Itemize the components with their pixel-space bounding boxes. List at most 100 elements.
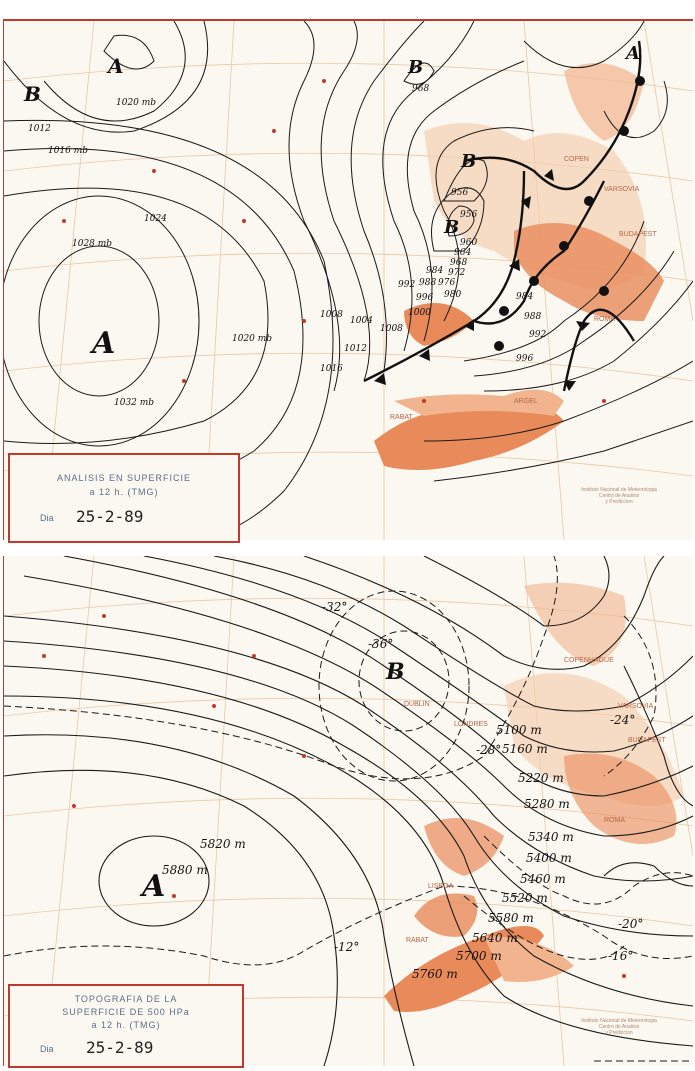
isobar-label: 1016 mb <box>48 146 88 156</box>
isobar-label: 984 <box>426 266 443 276</box>
city-label: DUBLIN <box>404 701 430 708</box>
contour-label: 5580 m <box>488 911 534 925</box>
caption-date: 25-2-89 <box>86 1038 154 1057</box>
isobar-label: 964 <box>454 248 471 258</box>
isobar-label: 996 <box>516 354 533 364</box>
isobar-label: 996 <box>416 293 433 303</box>
isobar-label: 1008 <box>380 324 403 334</box>
isobar-label: 956 <box>460 210 477 220</box>
isobar-label: 1020 mb <box>232 334 272 344</box>
city-label: LISBOA <box>428 883 454 890</box>
caption-dia-label: Dia <box>40 513 54 523</box>
city-label: ARGEL <box>514 398 538 405</box>
isobar-label: 1020 mb <box>116 98 156 108</box>
isobar-label: 968 <box>450 258 467 268</box>
caption-time: a 12 h. (TMG) <box>89 487 159 497</box>
isobar-label: 968 <box>412 84 429 94</box>
low-pressure-center: B <box>443 217 459 238</box>
city-label: COPEN <box>564 156 589 163</box>
isobar-label: 984 <box>516 292 533 302</box>
low-pressure-center: B <box>385 659 405 685</box>
city-label: RABAT <box>390 414 414 421</box>
isobar-label: 992 <box>398 280 415 290</box>
caption-title: TOPOGRAFIA DE LA <box>74 994 178 1004</box>
fronts <box>363 40 642 392</box>
city-label: ROMA <box>594 316 615 323</box>
isobar-label: 1012 <box>344 344 367 354</box>
isobar-label: 1008 <box>320 310 343 320</box>
upper-air-caption: TOPOGRAFIA DE LA SUPERFICIE DE 500 HPa a… <box>8 984 244 1068</box>
isobar-label: 988 <box>419 278 436 288</box>
contour-label: 5160 m <box>502 742 548 756</box>
contour-label: 5340 m <box>528 830 574 844</box>
isobar-label: 1032 mb <box>114 398 154 408</box>
land-masses <box>384 582 684 1012</box>
surface-analysis-chart: B A B B B A A 1020 mb 1012 1016 mb 1024 … <box>3 19 693 543</box>
caption-title: SUPERFICIE DE 500 HPa <box>62 1007 190 1017</box>
isobar-label: 972 <box>448 268 465 278</box>
contour-label: 5280 m <box>524 797 570 811</box>
front-symbols <box>374 76 645 391</box>
isobar-label: 1016 <box>320 364 343 374</box>
isotherm-label: -28° <box>476 743 501 757</box>
low-pressure-center: B <box>460 151 476 172</box>
high-pressure-center: A <box>89 326 115 361</box>
contour-label: 5400 m <box>526 851 572 865</box>
caption-time: a 12 h. (TMG) <box>91 1020 161 1030</box>
credit-line: Instituto Nacional de Meteorologia <box>581 487 657 493</box>
contour-label: 5760 m <box>412 967 458 981</box>
caption-date: 25-2-89 <box>76 507 144 526</box>
isotherm-label: -20° <box>618 917 643 931</box>
credit-line: Instituto Nacional de Meteorologia <box>581 1018 657 1024</box>
city-label: BUDAPEST <box>619 231 657 238</box>
isotherm-label: -36° <box>368 637 393 651</box>
low-pressure-center: B <box>23 82 41 106</box>
isobar-label: 956 <box>451 188 468 198</box>
credit-line: Centro de Analisis <box>598 493 640 499</box>
city-label: VARSOVIA <box>604 186 640 193</box>
isobars <box>4 21 693 540</box>
map-credit: Instituto Nacional de Meteorologia Centr… <box>564 487 674 505</box>
surface-map: B A B B B A A 1020 mb 1012 1016 mb 1024 … <box>4 21 693 540</box>
isobar-label: 1000 <box>408 308 431 318</box>
upper-air-map: B A 5100 m 5160 m 5220 m 5280 m 5340 m 5… <box>4 556 693 1066</box>
contour-label: 5880 m <box>162 863 208 877</box>
isotherm-label: -16° <box>608 949 633 963</box>
map-credit: Instituto Nacional de Meteorologia Centr… <box>564 1018 674 1036</box>
credit-line: y Prediccion <box>605 499 633 505</box>
caption-dia-label: Dia <box>40 1044 54 1054</box>
isobar-label: 976 <box>438 278 455 288</box>
isobar-label: 1004 <box>350 316 373 326</box>
contour-label: 5220 m <box>518 771 564 785</box>
city-label: LONDRES <box>454 721 488 728</box>
contour-label: 5640 m <box>472 931 518 945</box>
isotherm-label: -12° <box>334 940 359 954</box>
isobar-label: 992 <box>529 330 546 340</box>
city-label: ROMA <box>604 817 625 824</box>
contour-label: 5520 m <box>502 891 548 905</box>
contour-label: 5700 m <box>456 949 502 963</box>
land-masses <box>374 63 664 470</box>
low-pressure-center: B <box>407 57 423 78</box>
contour-label: 5460 m <box>520 872 566 886</box>
station-dots <box>62 79 606 403</box>
high-pressure-center: A <box>139 869 165 904</box>
city-label: RABAT <box>406 937 430 944</box>
credit-line: Centro de Analisis <box>598 1024 640 1030</box>
upper-air-chart: B A 5100 m 5160 m 5220 m 5280 m 5340 m 5… <box>3 556 693 1068</box>
isobar-label: 960 <box>460 238 477 248</box>
city-label: COPENHAGUE <box>564 657 614 664</box>
credit-line: y Prediccion <box>605 1030 633 1036</box>
city-label: BUDAPEST <box>628 737 666 744</box>
caption-title: ANALISIS EN SUPERFICIE <box>56 473 192 483</box>
isobar-label: 988 <box>524 312 541 322</box>
isobar-label: 1028 mb <box>72 239 112 249</box>
isobar-label: 1012 <box>28 124 51 134</box>
high-pressure-center: A <box>106 54 124 78</box>
city-label: VARSOVIA <box>618 703 654 710</box>
isobar-label: 1024 <box>144 214 167 224</box>
surface-caption: ANALISIS EN SUPERFICIE a 12 h. (TMG) Dia… <box>8 453 240 543</box>
isobar-label: 980 <box>444 290 461 300</box>
isotherm-label: -32° <box>322 600 347 614</box>
height-contours <box>4 556 693 1066</box>
